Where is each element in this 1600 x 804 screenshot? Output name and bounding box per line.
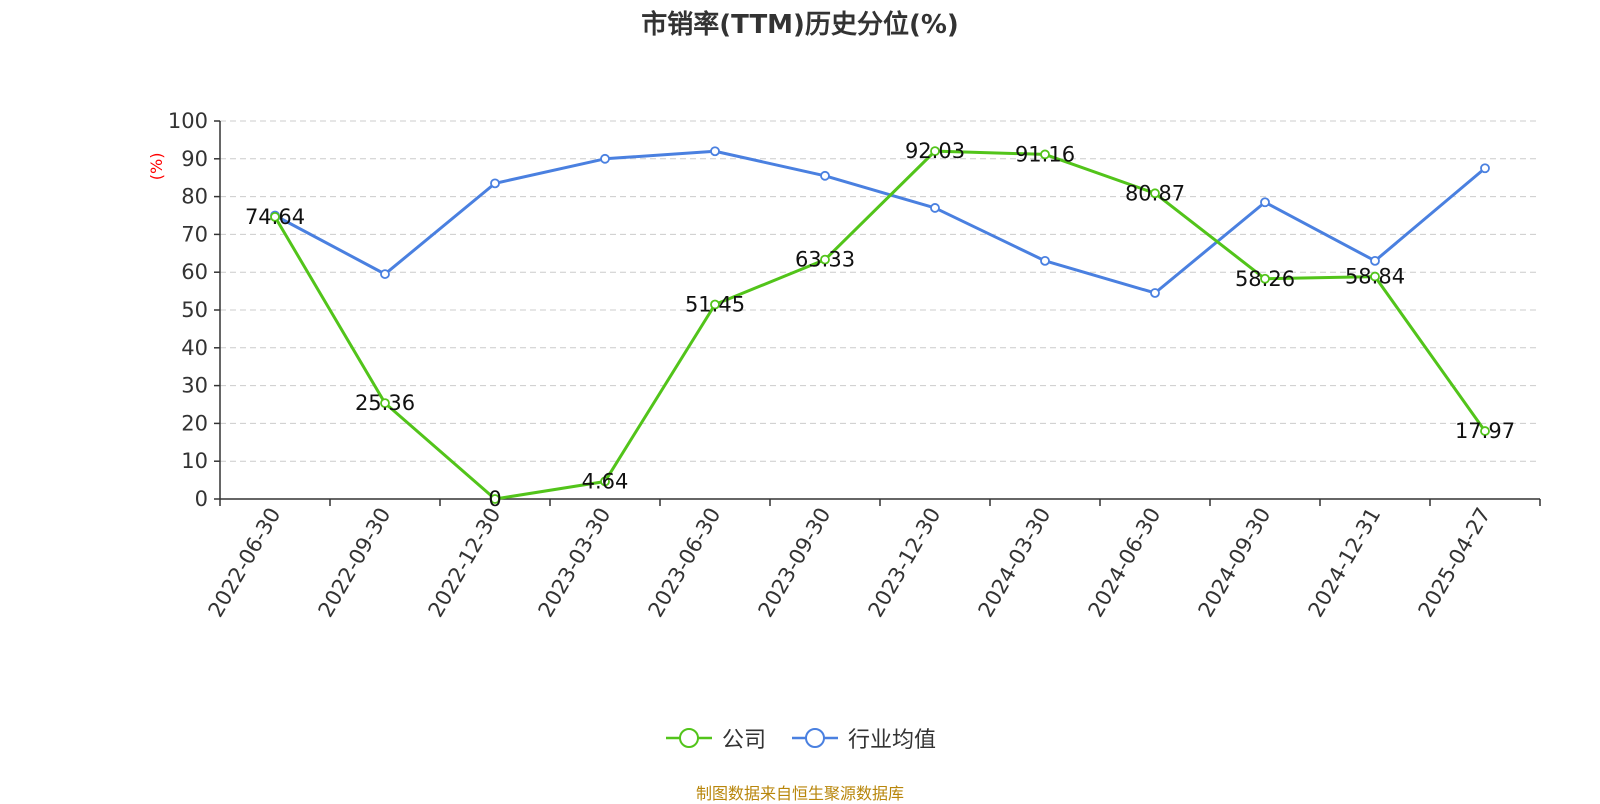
legend-item-company[interactable]: 公司 [664, 722, 766, 754]
x-tick-label: 2023-03-30 [534, 504, 616, 622]
axis-layer: 0 10 20 30 40 50 60 70 80 90 100 (%) 2022-06-30 2022-… [147, 109, 1541, 622]
industry-point [1260, 197, 1270, 208]
legend: 公司 行业均值 [0, 722, 1600, 754]
company-point [1260, 273, 1270, 284]
y-tick-label: 10 [181, 449, 208, 473]
x-tick-label: 2025-04-27 [1414, 504, 1496, 622]
legend-label: 行业均值 [848, 728, 937, 753]
y-tick-label: 30 [181, 374, 208, 398]
industry-point [1040, 255, 1050, 266]
x-tick-label: 2024-12-31 [1304, 504, 1386, 622]
y-tick-label: 80 [181, 185, 208, 209]
company-data-label: 63.33 [795, 248, 855, 272]
company-data-label: 51.45 [685, 293, 745, 317]
industry-point [820, 170, 830, 181]
y-axis-label: (%) [147, 153, 166, 181]
company-data-label: 92.03 [905, 139, 965, 163]
grid-layer [220, 120, 1540, 462]
y-tick-label: 60 [181, 260, 208, 284]
industry-point [1370, 255, 1380, 266]
y-tick-label: 50 [181, 298, 208, 322]
x-tick-label: 2022-12-30 [424, 504, 506, 622]
company-data-label: 17.97 [1455, 419, 1515, 443]
company-data-label: 4.64 [582, 469, 629, 493]
x-tick-label: 2022-06-30 [204, 504, 286, 622]
legend-item-industry[interactable]: 行业均值 [790, 722, 936, 754]
industry-point [710, 146, 720, 157]
chart-title: 市销率(TTM)历史分位(%) [641, 10, 959, 40]
company-point [270, 211, 280, 222]
series-line-industry [274, 149, 1486, 295]
company-point [1480, 426, 1490, 436]
company-data-label: 25.36 [355, 391, 415, 415]
industry-point [490, 178, 500, 189]
legend-label: 公司 [721, 728, 766, 753]
x-tick-label: 2023-06-30 [644, 504, 726, 622]
company-data-label: 58.26 [1235, 267, 1295, 291]
industry-point [600, 153, 610, 164]
company-point [1150, 188, 1160, 199]
company-point [930, 146, 940, 157]
legend-marker-icon [792, 728, 838, 748]
company-point [710, 299, 720, 310]
company-data-label: 74.64 [245, 205, 305, 229]
company-point [380, 398, 390, 409]
series-line-company [273, 149, 1487, 501]
y-tick-label: 20 [181, 411, 208, 435]
company-data-label: 80.87 [1125, 181, 1185, 205]
legend-marker-icon [665, 728, 712, 748]
x-tick-label: 2024-06-30 [1084, 504, 1166, 622]
x-tick-label: 2024-09-30 [1194, 504, 1276, 622]
company-point [820, 254, 830, 265]
company-data-label: 91.16 [1015, 142, 1075, 166]
company-point [1370, 271, 1380, 282]
y-tick-label: 100 [168, 109, 208, 133]
industry-point [1150, 288, 1160, 298]
industry-point [380, 269, 390, 279]
label-layer: 74.64 25.36 0 4.64 51.45 63.33 92.03 91.16 80.87… [245, 139, 1515, 511]
industry-point [930, 203, 940, 213]
company-data-label: 0 [488, 487, 501, 511]
series-layer [270, 146, 1490, 504]
x-tick-label: 2023-12-30 [864, 504, 946, 622]
x-tick-label: 2022-09-30 [314, 504, 396, 622]
source-note: 制图数据来自恒生聚源数据库 [695, 784, 904, 803]
y-tick-label: 40 [181, 336, 208, 360]
company-point [600, 476, 610, 487]
y-tick-label: 0 [195, 487, 208, 511]
company-point [490, 494, 500, 504]
y-tick-label: 70 [181, 222, 208, 246]
industry-point [1480, 163, 1490, 174]
y-tick-label: 90 [181, 147, 208, 171]
x-tick-label: 2023-09-30 [754, 504, 836, 622]
company-data-label: 58.84 [1345, 265, 1405, 289]
x-tick-label: 2024-03-30 [974, 504, 1056, 622]
company-point [1040, 149, 1050, 160]
